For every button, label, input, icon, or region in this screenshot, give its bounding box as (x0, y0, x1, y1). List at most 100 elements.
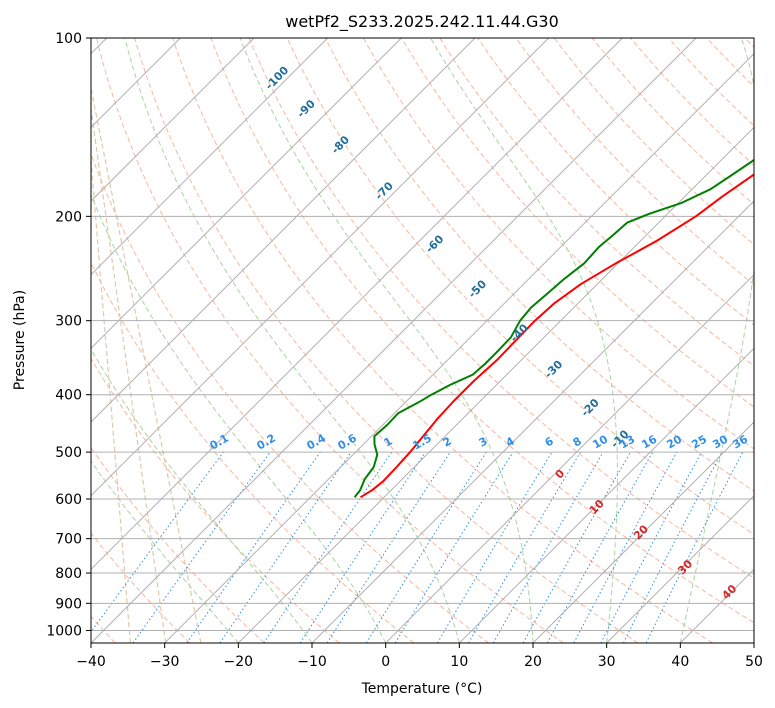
background-arc-line (91, 153, 131, 643)
mixing-ratio-line (299, 451, 426, 643)
dewpoint-line (353, 158, 754, 498)
dry-adiabat-line (363, 38, 754, 450)
x-tick-label: −30 (150, 654, 180, 670)
dry-adiabat-line (553, 38, 754, 246)
dry-adiabat-line (172, 38, 713, 643)
x-tick-label: −10 (297, 654, 327, 670)
moist-adiabat-line (239, 38, 534, 643)
dry-adiabat-label: -40 (508, 321, 531, 344)
y-tick-label: 700 (55, 532, 82, 548)
isotherm-line (91, 38, 697, 643)
isotherm-line (532, 421, 754, 643)
y-tick-label: 200 (55, 209, 82, 225)
grid-lines (91, 38, 754, 643)
dry-adiabat-line (324, 38, 754, 492)
mixing-ratio-line (436, 451, 553, 643)
y-axis-title: Pressure (hPa) (12, 290, 28, 390)
dry-adiabat-line (96, 38, 564, 643)
mixing-ratio-line (91, 451, 224, 633)
x-tick-label: 40 (671, 654, 689, 670)
mixing-ratio-line (600, 451, 702, 643)
mixing-ratio-label: 0.6 (336, 431, 360, 452)
dry-adiabat-line (401, 38, 754, 408)
y-axis: 100 200 300 400 500 600 700 800 900 1000 (46, 31, 91, 639)
dry-adiabat-line (248, 38, 754, 579)
mixing-ratio-line (573, 451, 678, 643)
isotherm-line (679, 568, 754, 643)
mixing-ratio-label: 4 (504, 434, 517, 449)
plot-frame (90, 37, 755, 644)
mixing-ratio-line (219, 451, 352, 643)
mixing-ratio-line (546, 451, 654, 643)
mixing-ratio-label: 6 (543, 434, 556, 449)
dry-adiabat-line (668, 38, 754, 127)
x-tick-label: −40 (76, 654, 106, 670)
isotherm-line (385, 273, 754, 643)
isotherm-line (91, 38, 623, 571)
x-tick-label: 0 (381, 654, 390, 670)
x-tick-label: 10 (450, 654, 468, 670)
y-tick-label: 100 (55, 31, 82, 47)
y-tick-label: 600 (55, 492, 82, 508)
x-tick-label: 30 (598, 654, 616, 670)
isotherm-line (311, 200, 754, 643)
mixing-ratio-label: 25 (689, 433, 709, 452)
x-axis-title: Temperature (°C) (361, 681, 483, 697)
background-lines (91, 38, 754, 643)
chart-title: wetPf2_S233.2025.242.11.44.G30 (285, 12, 559, 32)
moist-adiabat-line (91, 193, 387, 643)
mixing-ratio-label: 0.4 (305, 431, 329, 452)
moist-adiabat-line (91, 348, 313, 643)
y-tick-label: 500 (55, 445, 82, 461)
dry-adiabat-line (706, 38, 754, 88)
moist-adiabat-line (91, 460, 239, 643)
mixing-ratio-label: 1.5 (411, 432, 434, 453)
dry-adiabat-label: -60 (423, 232, 446, 255)
mixing-ratio-label: 16 (639, 432, 659, 451)
dry-adiabat-line (91, 357, 340, 643)
moist-adiabat-line (430, 38, 618, 643)
y-tick-label: 1000 (46, 623, 82, 639)
x-tick-label: 50 (745, 654, 763, 670)
mixing-ratio-line (394, 451, 514, 643)
mixing-ratio-line (263, 451, 393, 643)
isotherm-line (606, 494, 754, 643)
dry-adiabat-line (91, 532, 191, 643)
mixing-ratio-label: 3 (477, 435, 490, 450)
background-arc-line (91, 85, 202, 643)
dry-adiabat-label: -50 (466, 277, 489, 300)
isotherm-line (91, 38, 402, 350)
dry-adiabat-line (286, 38, 754, 535)
temperature-line (359, 173, 754, 499)
isotherm-line (91, 38, 329, 276)
dry-adiabat-label: -70 (373, 179, 396, 202)
mixing-ratio-line (326, 451, 451, 643)
y-tick-label: 400 (55, 388, 82, 404)
dry-adiabat-label: -90 (295, 97, 318, 120)
moist-adiabat-line (679, 38, 754, 643)
mixing-ratio-line (468, 451, 581, 643)
x-tick-label: 20 (524, 654, 542, 670)
dry-adiabat-line (91, 446, 265, 643)
dry-adiabat-line (210, 38, 754, 624)
isotherm-line (91, 38, 255, 202)
moist-adiabat-label: 10 (587, 497, 607, 517)
mixing-ratio-line (522, 451, 631, 643)
dry-adiabat-line (439, 38, 754, 367)
series-layer (353, 158, 754, 499)
x-axis: −40 −30 −20 −10 0 10 20 30 40 50 (76, 643, 763, 670)
dry-adiabat-line (744, 38, 754, 49)
dry-adiabat-line (91, 152, 489, 643)
mixing-ratio-line (645, 451, 744, 643)
mixing-ratio-label: 2 (441, 435, 454, 450)
mixing-ratio-line (132, 451, 271, 643)
isotherm-line (91, 38, 550, 497)
y-tick-label: 300 (55, 314, 82, 330)
y-tick-label: 800 (55, 566, 82, 582)
background-arc-line (91, 105, 167, 643)
isotherm-line (91, 38, 476, 423)
mixing-ratio-line (186, 451, 321, 643)
dry-adiabat-line (134, 38, 639, 643)
moist-adiabat-line (124, 38, 460, 643)
